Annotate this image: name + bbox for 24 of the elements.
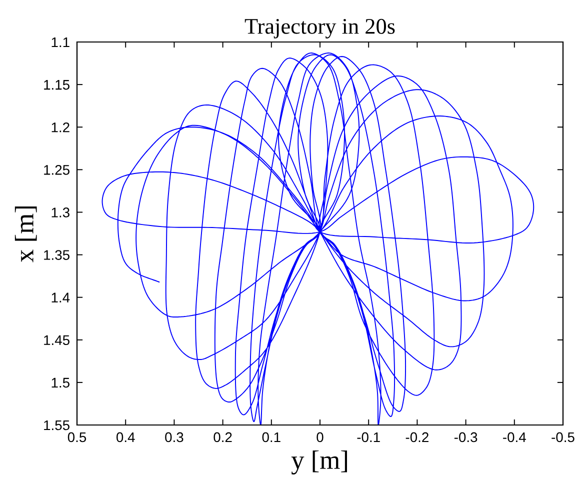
x-tick-label: -0.4 [503,432,526,442]
x-tick-label: 0.3 [165,432,184,442]
y-tick-label: 1.55 [44,420,70,430]
y-tick-label: 1.15 [44,80,70,90]
y-tick-label: 1.3 [52,208,70,218]
y-tick-label: 1.25 [44,165,70,175]
x-tick-label: 0.2 [214,432,232,442]
x-axis-title: y [m] [291,450,347,474]
y-axis-title: x [m] [14,206,37,262]
x-tick-label: 0.1 [262,432,280,442]
y-tick-label: 1.2 [52,122,70,132]
y-tick-label: 1.45 [44,335,70,346]
y-tick-label: 1.4 [52,292,70,302]
y-tick-label: 1.5 [52,378,70,388]
y-tick-label: 1.1 [52,37,70,48]
x-tick-label: -0.2 [406,432,428,442]
x-tick-label: 0.5 [68,432,86,442]
chart-title: Trajectory in 20s [244,18,395,38]
x-tick-label: 0 [316,432,324,442]
x-tick-label: 0.4 [116,432,135,442]
x-tick-label: -0.3 [454,432,478,442]
x-tick-label: -0.5 [552,432,574,442]
y-tick-label: 1.35 [44,250,70,260]
x-tick-label: -0.1 [357,432,380,442]
